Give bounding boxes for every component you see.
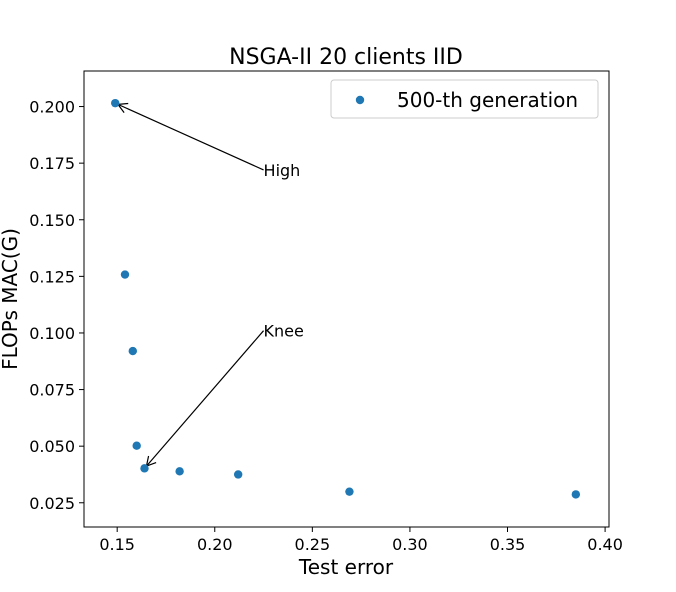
data-point: [140, 464, 149, 473]
data-point: [132, 441, 141, 450]
data-point: [120, 270, 130, 279]
data-point: [128, 346, 137, 356]
y-tick-label: 0.125: [29, 267, 75, 286]
plot-frame: [83, 70, 610, 528]
data-points: [111, 98, 581, 499]
legend-marker: [355, 95, 365, 105]
y-tick-label: 0.075: [29, 381, 75, 400]
data-point: [111, 98, 120, 108]
legend-box: [330, 79, 599, 119]
x-tick-label: 0.25: [295, 535, 331, 554]
x-tick-label: 0.35: [490, 535, 526, 554]
legend-label: 500-th generation: [397, 88, 578, 112]
x-tick-label: 0.30: [392, 535, 428, 554]
y-tick-label: 0.050: [29, 437, 75, 456]
x-tick-label: 0.20: [197, 535, 233, 554]
y-tick-label: 0.100: [29, 324, 75, 343]
y-axis: 0.025 0.050 0.075 0.100 0.125 0.150 0.175 0.200: [29, 98, 84, 513]
y-tick-label: 0.150: [29, 211, 75, 230]
annotation-arrow: [145, 330, 265, 468]
annotation-label: Knee: [264, 322, 304, 341]
y-tick-label: 0.025: [29, 494, 75, 513]
y-tick-label: 0.200: [29, 98, 75, 117]
legend: 500-th generation: [330, 79, 599, 119]
annotation-arrow: [116, 102, 264, 171]
annotation-label: High: [264, 161, 301, 180]
data-point: [571, 490, 581, 499]
x-tick-label: 0.15: [99, 535, 135, 554]
x-axis-label: Test error: [298, 555, 394, 579]
x-axis: 0.15 0.20 0.25 0.30 0.35 0.40: [99, 527, 623, 554]
annotations: High Knee: [116, 102, 304, 468]
data-point: [345, 487, 354, 496]
data-point: [233, 470, 243, 479]
x-tick-label: 0.40: [587, 535, 623, 554]
y-tick-label: 0.175: [29, 154, 75, 173]
chart-title: NSGA-II 20 clients IID: [229, 45, 463, 70]
data-point: [175, 467, 184, 476]
y-axis-label: FLOPs MAC(G): [0, 228, 22, 370]
